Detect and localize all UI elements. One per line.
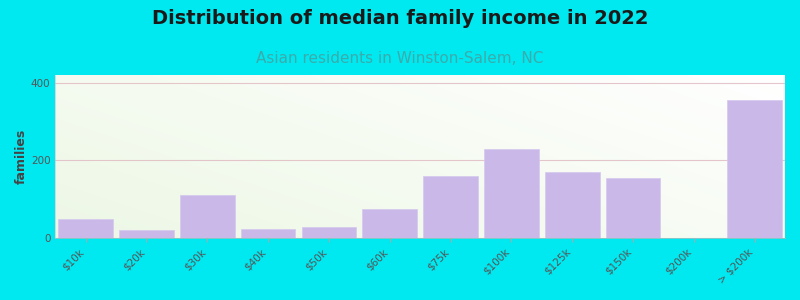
Bar	[58, 219, 113, 238]
Bar	[119, 230, 174, 238]
Bar	[362, 208, 417, 238]
Bar	[302, 227, 356, 238]
Bar	[545, 172, 599, 238]
Bar	[241, 229, 295, 238]
Bar	[727, 100, 782, 238]
Bar	[423, 176, 478, 238]
Text: Asian residents in Winston-Salem, NC: Asian residents in Winston-Salem, NC	[256, 51, 544, 66]
Text: Distribution of median family income in 2022: Distribution of median family income in …	[152, 9, 648, 28]
Y-axis label: families: families	[15, 129, 28, 184]
Bar	[484, 148, 538, 238]
Bar	[606, 178, 660, 238]
Bar	[180, 195, 234, 238]
